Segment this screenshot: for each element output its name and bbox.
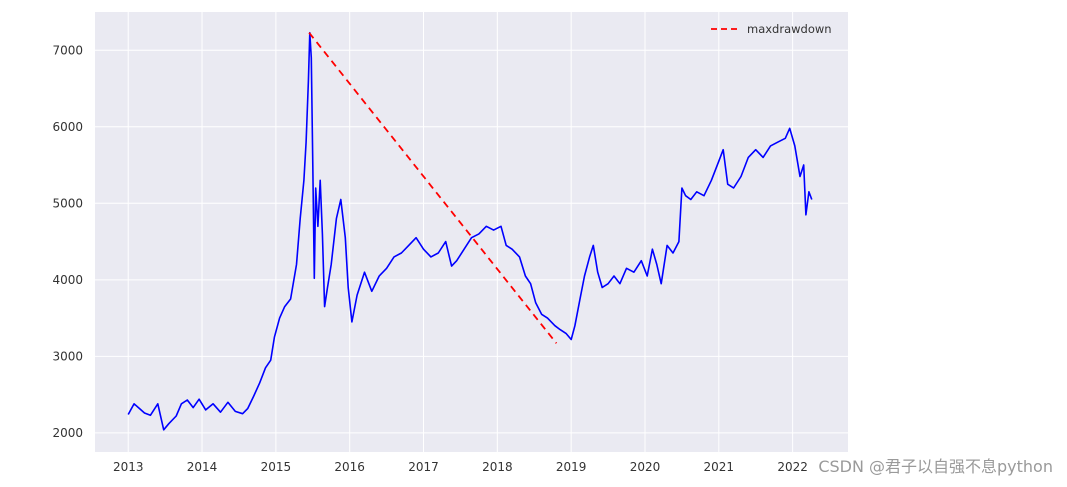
x-tick-label: 2019 — [556, 460, 587, 474]
plot-background — [95, 12, 848, 452]
x-tick-label: 2018 — [482, 460, 513, 474]
x-tick-label: 2020 — [630, 460, 661, 474]
x-tick-label: 2015 — [261, 460, 292, 474]
maxdrawdown-line — [308, 32, 558, 344]
x-tick-label: 2017 — [408, 460, 439, 474]
legend: maxdrawdown — [711, 22, 832, 36]
y-tick-label: 6000 — [52, 120, 83, 134]
x-tick-label: 2014 — [187, 460, 218, 474]
x-tick-label: 2013 — [113, 460, 144, 474]
x-tick-label: 2016 — [334, 460, 365, 474]
gridlines — [95, 12, 848, 452]
y-tick-label: 2000 — [52, 426, 83, 440]
y-tick-label: 3000 — [52, 349, 83, 363]
y-tick-label: 4000 — [52, 273, 83, 287]
x-tick-label: 2022 — [777, 460, 808, 474]
y-tick-label: 5000 — [52, 196, 83, 210]
series-layer — [127, 31, 813, 431]
y-axis-ticks: 2000 3000 4000 5000 6000 7000 — [52, 43, 83, 440]
watermark-text: CSDN @君子以自强不息python — [818, 457, 1053, 476]
x-axis-ticks: 2013 2014 2015 2016 2017 2018 2019 2020 2021 2022 — [113, 460, 808, 474]
x-tick-label: 2021 — [704, 460, 735, 474]
index-price-line — [127, 31, 813, 431]
legend-label-maxdrawdown: maxdrawdown — [747, 22, 832, 36]
y-tick-label: 7000 — [52, 43, 83, 57]
